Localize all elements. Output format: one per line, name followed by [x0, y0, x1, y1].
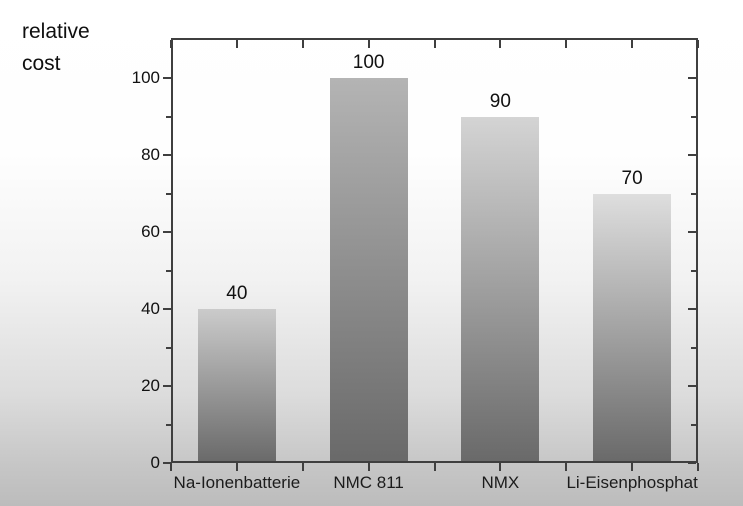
x-axis-tick-mirror	[301, 40, 304, 48]
bar-value-label: 90	[489, 90, 511, 112]
bar-3: 90	[461, 91, 540, 463]
y-axis-major-tick	[163, 231, 171, 233]
y-axis-minor-tick-mirror	[691, 269, 696, 272]
y-axis-minor-tick	[166, 423, 171, 426]
x-axis-tick	[367, 463, 370, 471]
y-axis-minor-tick-mirror	[691, 115, 696, 118]
bar-1: 40	[197, 283, 276, 463]
y-axis-major-tick	[163, 77, 171, 79]
bar-4: 70	[593, 168, 672, 463]
x-axis-tick-mirror	[565, 40, 568, 48]
x-axis-tick	[235, 463, 238, 471]
plot-area: 40 Na-Ionenbatterie 100 NMC 811 90 NMX 70 Li-Ei…	[132, 38, 699, 492]
x-axis-tick	[170, 463, 172, 471]
bar-value-label: 40	[226, 283, 248, 304]
x-axis-tick-mirror	[631, 40, 634, 48]
y-axis-major-tick	[163, 385, 171, 387]
y-tick-label: 0	[150, 453, 160, 472]
x-category-label: NMX	[481, 473, 520, 492]
y-axis-major-tick	[163, 154, 171, 156]
y-axis-minor-tick-mirror	[691, 346, 696, 349]
x-axis-tick-mirror	[367, 40, 370, 48]
y-axis-major-tick	[163, 462, 171, 464]
y-axis-major-tick-mirror	[688, 385, 696, 387]
x-axis-tick	[697, 463, 699, 471]
y-axis-major-tick-mirror	[688, 154, 696, 156]
x-axis-tick-mirror	[433, 40, 436, 48]
y-tick-label: 60	[141, 222, 160, 241]
x-axis-tick	[499, 463, 502, 471]
y-axis-minor-tick	[166, 192, 171, 195]
x-axis-tick-mirror	[235, 40, 238, 48]
bar-value-label: 70	[621, 167, 643, 189]
y-tick-label: 80	[141, 145, 160, 164]
y-axis-minor-tick-mirror	[691, 423, 696, 426]
x-axis-tick-mirror	[499, 40, 502, 48]
y-tick-label: 20	[141, 376, 160, 395]
y-axis-major-tick-mirror	[688, 308, 696, 310]
y-axis-major-tick-mirror	[688, 231, 696, 233]
x-category-label: Li-Eisenphosphat	[566, 473, 698, 492]
x-axis-tick	[433, 463, 436, 471]
y-axis-major-tick-mirror	[688, 462, 696, 464]
chart-title: relative cost	[22, 20, 90, 75]
x-axis-tick	[565, 463, 568, 471]
x-axis-tick-mirror	[697, 40, 699, 48]
y-tick-label: 100	[131, 68, 160, 87]
x-axis-tick-mirror	[170, 40, 172, 48]
y-axis-minor-tick	[166, 269, 171, 272]
y-axis-minor-tick	[166, 115, 171, 118]
x-category-label: NMC 811	[333, 473, 404, 492]
y-tick-label: 40	[141, 299, 160, 318]
x-category-label: Na-Ionenbatterie	[173, 473, 301, 492]
x-axis-tick	[631, 463, 634, 471]
x-axis-tick	[301, 463, 304, 471]
y-axis-major-tick	[163, 308, 171, 310]
y-axis-major-tick-mirror	[688, 77, 696, 79]
bar-2: 100	[329, 52, 408, 463]
y-axis-minor-tick-mirror	[691, 192, 696, 195]
bar-value-label: 100	[352, 52, 385, 73]
y-axis-minor-tick	[166, 346, 171, 349]
